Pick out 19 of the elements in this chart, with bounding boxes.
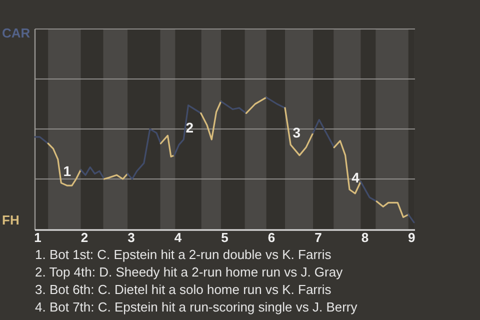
annotation: 2 (186, 119, 194, 136)
x-tick-label: 5 (221, 230, 228, 245)
annotation: 1 (63, 162, 72, 179)
text: 1. Bot 1st: C. Epstein hit a 2-run double vs K. Farris (35, 247, 332, 262)
x-tick-label: 7 (314, 230, 322, 245)
text: 4. Bot 7th: C. Epstein hit a run-scoring single vs J. Berry (35, 300, 358, 314)
text: 3. Bot 6th: C. Dietel hit a solo home run vs K. Farris (35, 282, 332, 297)
text: FH (2, 212, 20, 228)
x-tick-label: 1 (34, 230, 42, 245)
x-tick-label: 3 (128, 230, 135, 245)
x-tick-label: 4 (174, 230, 182, 245)
x-tick-label: 6 (268, 230, 276, 245)
x-tick-label: 8 (361, 230, 369, 245)
annotation: 3 (292, 124, 301, 141)
annotation: 4 (352, 169, 360, 186)
text: CAR (2, 26, 31, 41)
text: 2. Top 4th: D. Sheedy hit a 2-run home run vs J. Gray (35, 264, 344, 280)
x-tick-label: 9 (408, 230, 416, 245)
x-tick-label: 2 (80, 230, 88, 245)
